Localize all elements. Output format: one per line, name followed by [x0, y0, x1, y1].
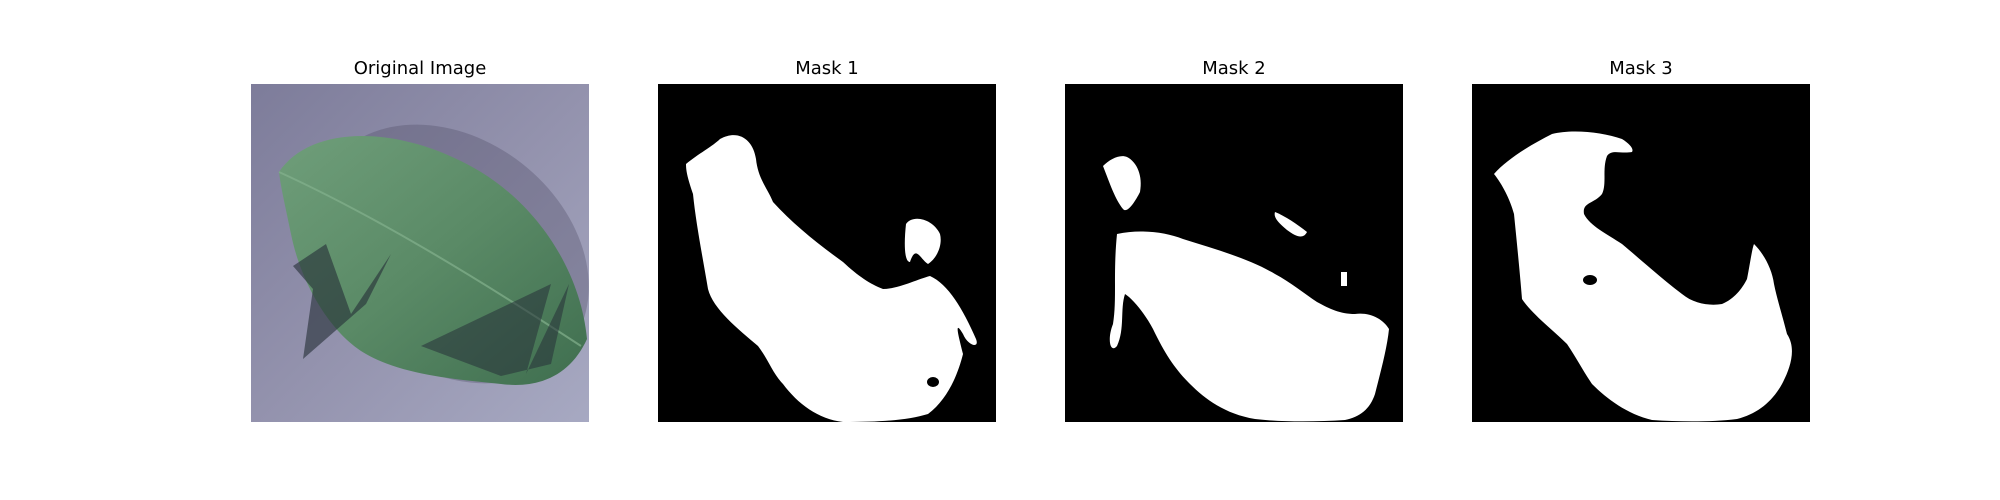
panel-title: Mask 3: [1609, 58, 1673, 79]
panel-title: Original Image: [353, 58, 487, 79]
panel-mask-3: Mask 3: [1472, 0, 1810, 500]
mask-3: [1472, 84, 1810, 422]
mask-region: [1109, 231, 1389, 422]
mask-2: [1065, 84, 1403, 422]
overlay-triangle: [293, 244, 391, 359]
original-image: [251, 84, 589, 422]
panel-mask-2: Mask 2: [1065, 0, 1403, 500]
mask-region: [1341, 272, 1347, 286]
overlay-triangle: [421, 284, 569, 376]
panel-title: Mask 1: [795, 58, 859, 79]
mask-1: [658, 84, 996, 422]
panel-title: Mask 2: [1202, 58, 1266, 79]
mask-region: [686, 135, 977, 422]
panel-mask-1: Mask 1: [658, 0, 996, 500]
mask-region: [904, 218, 941, 264]
mask-region: [1494, 131, 1792, 422]
mask-hole: [927, 377, 939, 387]
mask-region: [1274, 212, 1307, 237]
mask-hole: [1583, 275, 1597, 285]
panel-original-image: Original Image: [251, 0, 589, 500]
mask-region: [1103, 156, 1141, 211]
